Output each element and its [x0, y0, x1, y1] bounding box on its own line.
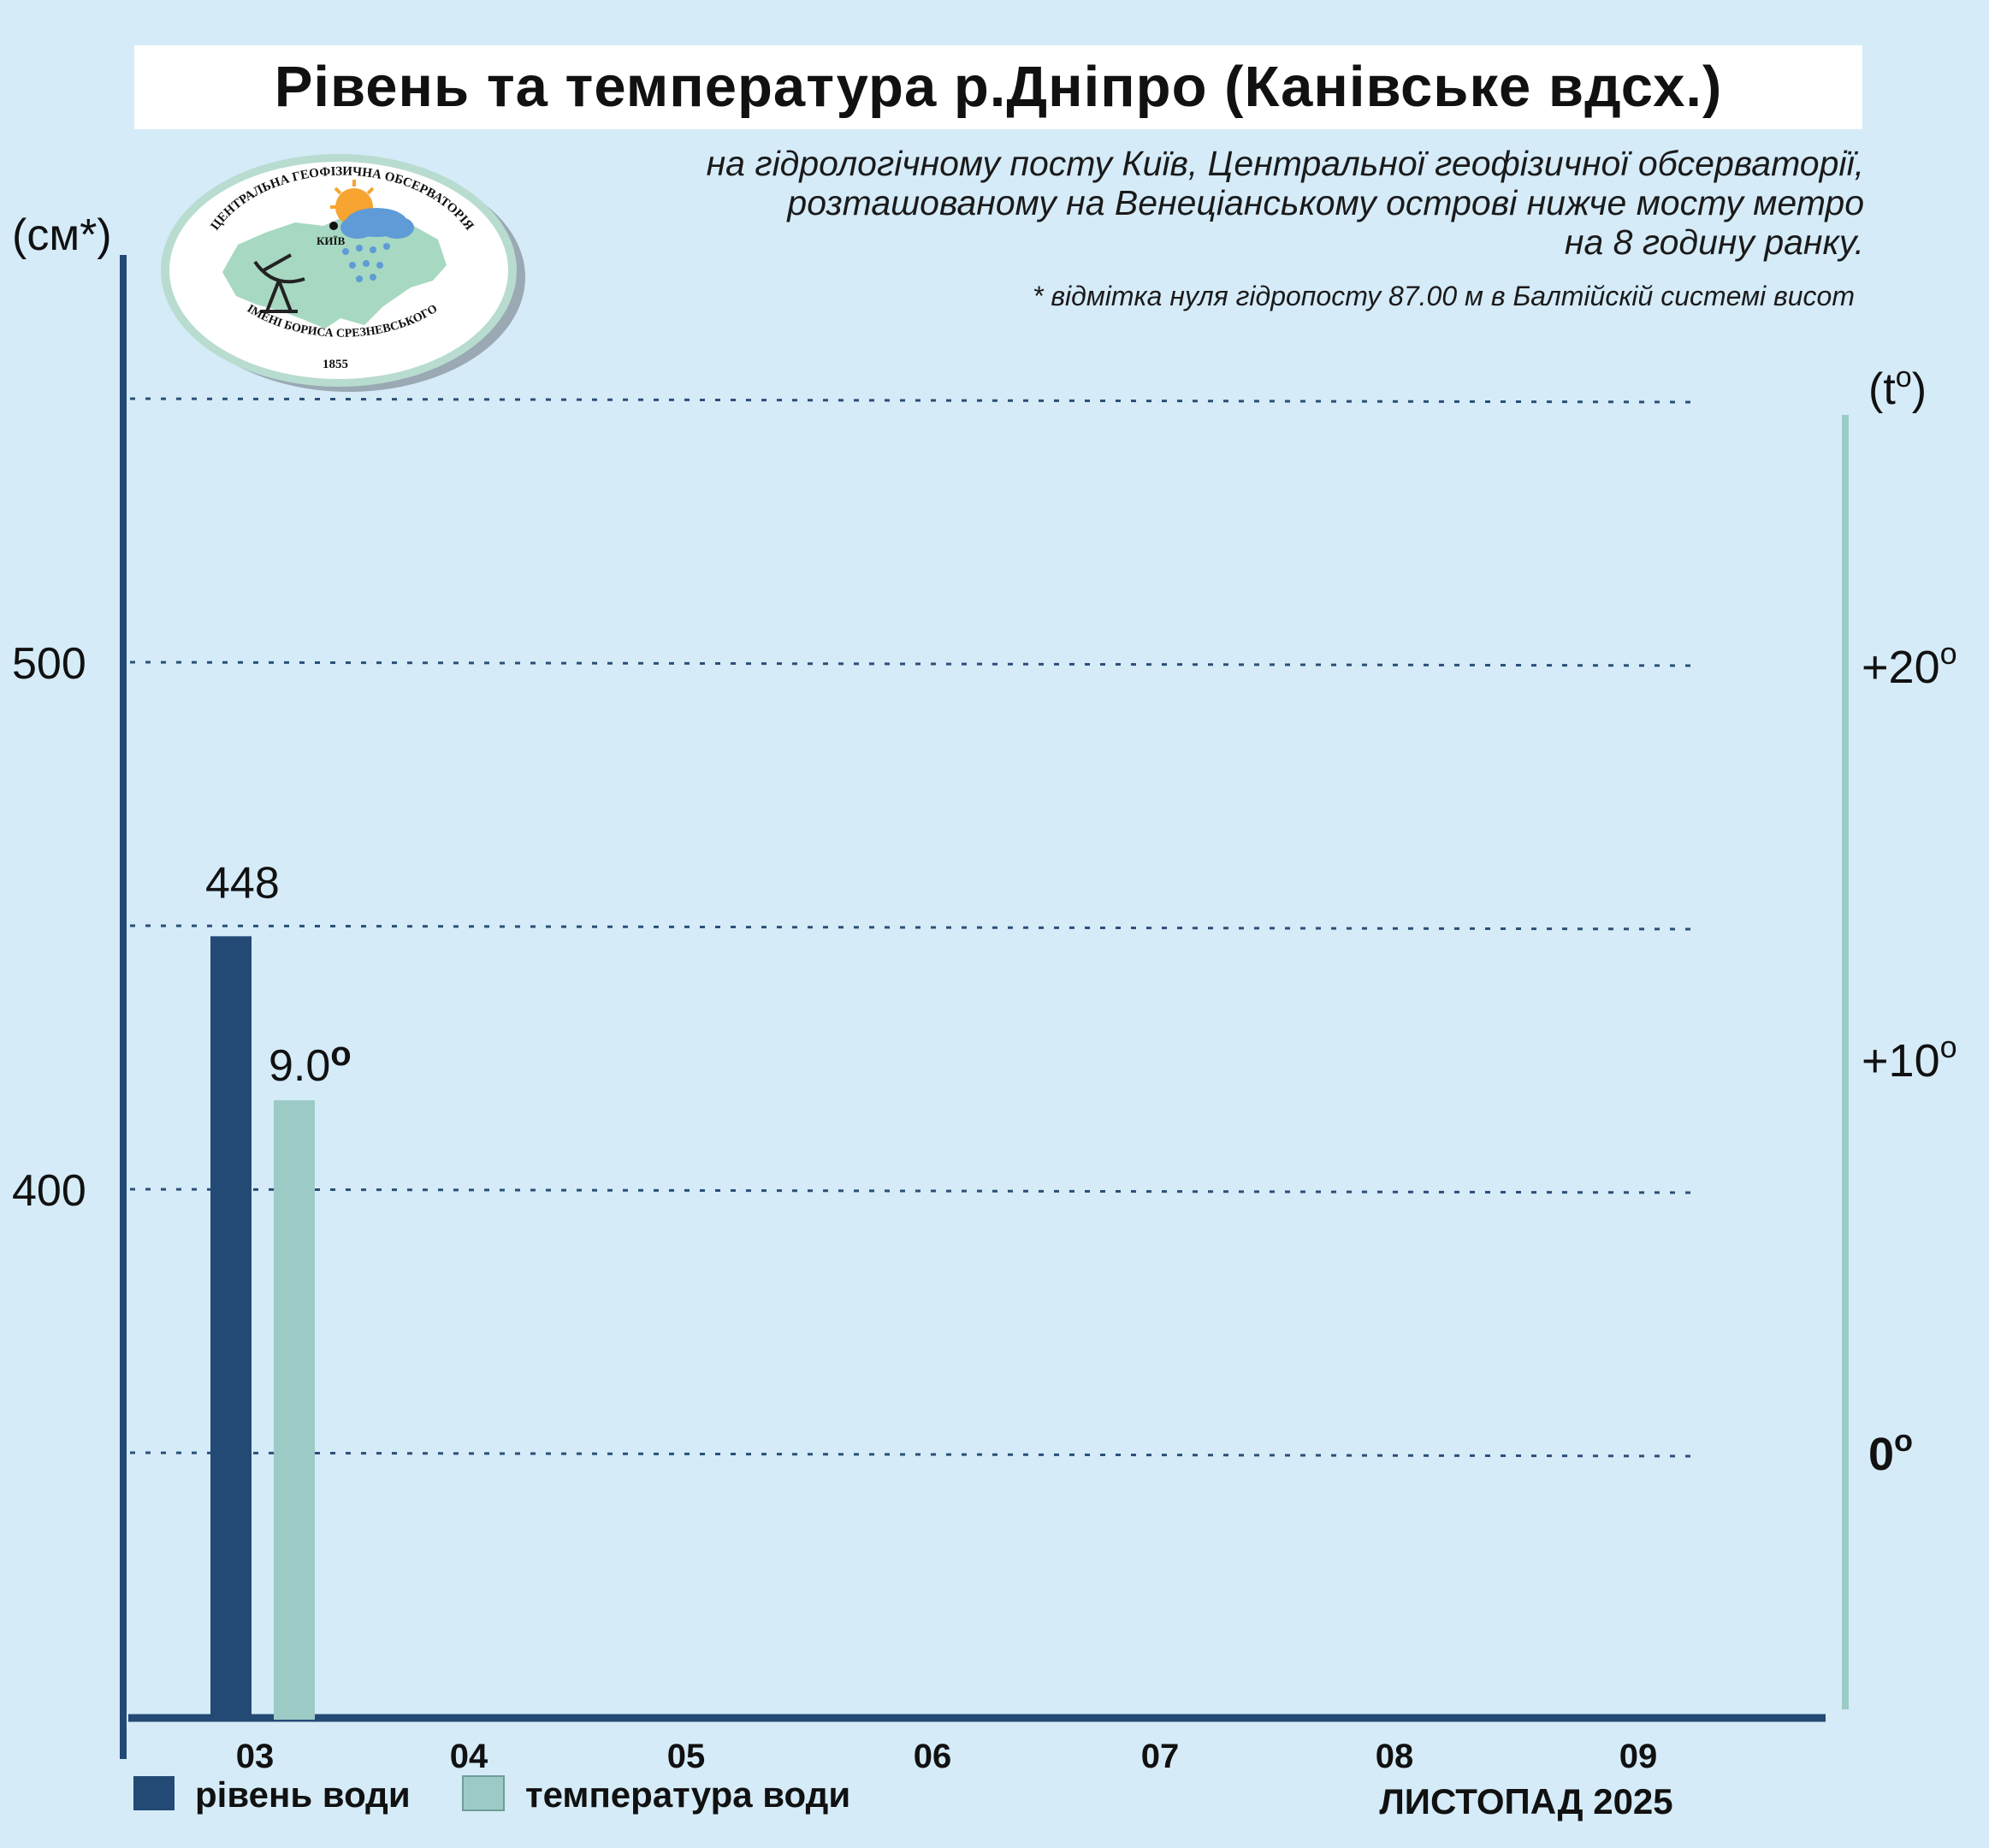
logo-year: 1855	[323, 358, 348, 371]
grid-line-400	[129, 1188, 1699, 1194]
left-axis-unit: (см*)	[12, 210, 112, 260]
right-tick-20: +20o	[1862, 636, 1957, 693]
temperature-degree: o	[330, 1035, 351, 1073]
legend: рівень води температура води	[133, 1774, 850, 1815]
right-tick-degree: o	[1894, 1423, 1913, 1458]
rain-cloud-icon	[340, 208, 414, 282]
satellite-dish-icon	[253, 253, 305, 313]
temperature-value: 9.0	[269, 1041, 330, 1091]
kyiv-marker-icon	[329, 222, 338, 230]
chart-title: Рівень та температура р.Дніпро (Канівськ…	[274, 55, 1723, 119]
x-tick-07: 07	[1141, 1738, 1180, 1775]
grid-line-350	[129, 1451, 1699, 1458]
labels: 448 9.0o	[205, 858, 352, 1091]
grid-lines	[129, 397, 1699, 1458]
right-tick-value: +10	[1862, 1035, 1940, 1087]
right-axis-unit-main: (t	[1868, 364, 1896, 414]
legend-swatch-level	[133, 1776, 175, 1810]
level-bar-03	[210, 936, 252, 1720]
x-tick-08: 08	[1376, 1738, 1414, 1775]
bars	[210, 936, 315, 1720]
x-axis-title: ЛИСТОПАД 2025	[1379, 1781, 1672, 1821]
grid-line-450	[129, 924, 1699, 931]
title-box	[134, 45, 1862, 129]
subtitle-line-3: на 8 годину ранку.	[1564, 222, 1864, 262]
observatory-logo: КИЇВ ЦЕНТРАЛЬНА ГЕОФІЗИЧНА ОБСЕРВАТОРІЯ …	[161, 154, 525, 392]
subtitle-line-1: на гідрологічному посту Київ, Центрально…	[706, 144, 1864, 183]
level-value-label: 448	[205, 858, 280, 908]
x-tick-04: 04	[450, 1738, 488, 1775]
footnote: * відмітка нуля гідропосту 87.00 м в Бал…	[1033, 281, 1855, 311]
grid-line-500	[129, 660, 1699, 667]
legend-label-temperature: температура води	[525, 1774, 850, 1815]
right-tick-degree: o	[1940, 636, 1957, 671]
right-tick-degree: o	[1940, 1029, 1957, 1064]
right-tick-value: 0	[1868, 1429, 1894, 1480]
left-tick-400: 400	[12, 1166, 86, 1216]
chart-subtitle: на гідрологічному посту Київ, Центрально…	[410, 144, 1864, 262]
right-tick-10: +10o	[1862, 1029, 1957, 1087]
right-axis-unit: (to)	[1868, 361, 1927, 414]
right-axis-unit-close: )	[1912, 364, 1927, 414]
right-tick-0: 0o	[1868, 1423, 1913, 1480]
left-tick-500: 500	[12, 639, 86, 689]
x-tick-03: 03	[236, 1738, 275, 1775]
x-tick-09: 09	[1619, 1738, 1658, 1775]
temperature-value-label: 9.0o	[269, 1035, 352, 1091]
subtitle-line-2: розташованому на Венеціанському острові …	[787, 183, 1864, 222]
x-tick-06: 06	[914, 1738, 952, 1775]
right-axis-unit-sup: o	[1896, 361, 1912, 394]
temperature-bar-03	[274, 1100, 315, 1720]
legend-label-level: рівень води	[195, 1774, 411, 1815]
ukraine-map-icon	[222, 216, 447, 329]
right-tick-value: +20	[1862, 642, 1940, 693]
legend-swatch-temperature	[462, 1775, 505, 1811]
x-tick-05: 05	[667, 1738, 706, 1775]
logo-city: КИЇВ	[317, 234, 346, 247]
